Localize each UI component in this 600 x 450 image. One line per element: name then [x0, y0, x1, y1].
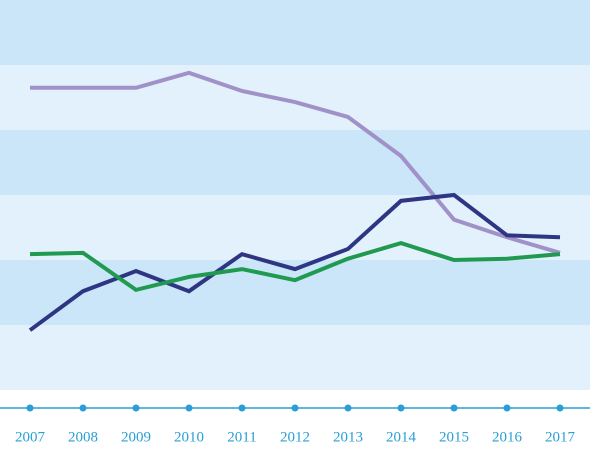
x-tick-dot [185, 404, 193, 412]
x-tick-label: 2016 [492, 429, 523, 445]
grid-band [0, 0, 590, 65]
series-line [29, 241, 561, 293]
x-tick-label: 2015 [439, 429, 469, 445]
x-tick-label: 2009 [121, 429, 151, 445]
x-tick-label: 2010 [174, 429, 204, 445]
x-tick-dot [397, 404, 405, 412]
x-tick-label: 2013 [333, 429, 363, 445]
grid-band [0, 65, 590, 130]
x-tick-label: 2011 [227, 429, 256, 445]
x-tick-dot [503, 404, 511, 412]
x-tick-label: 2007 [15, 429, 46, 445]
x-tick-dot [238, 404, 246, 412]
grid-band [0, 195, 590, 260]
series-line [30, 70, 561, 255]
x-tick-dot [132, 404, 140, 412]
x-tick-label: 2012 [280, 429, 310, 445]
x-tick-dot [79, 404, 87, 412]
grid-band [0, 325, 590, 390]
grid-band [0, 130, 590, 195]
x-tick-label: 2014 [386, 429, 417, 445]
x-tick-dot [556, 404, 564, 412]
x-tick-label: 2008 [68, 429, 98, 445]
x-tick-dot [291, 404, 299, 412]
x-tick-dot [344, 404, 352, 412]
x-tick-label: 2017 [545, 429, 576, 445]
x-tick-dot [450, 404, 458, 412]
x-tick-dot [26, 404, 34, 412]
